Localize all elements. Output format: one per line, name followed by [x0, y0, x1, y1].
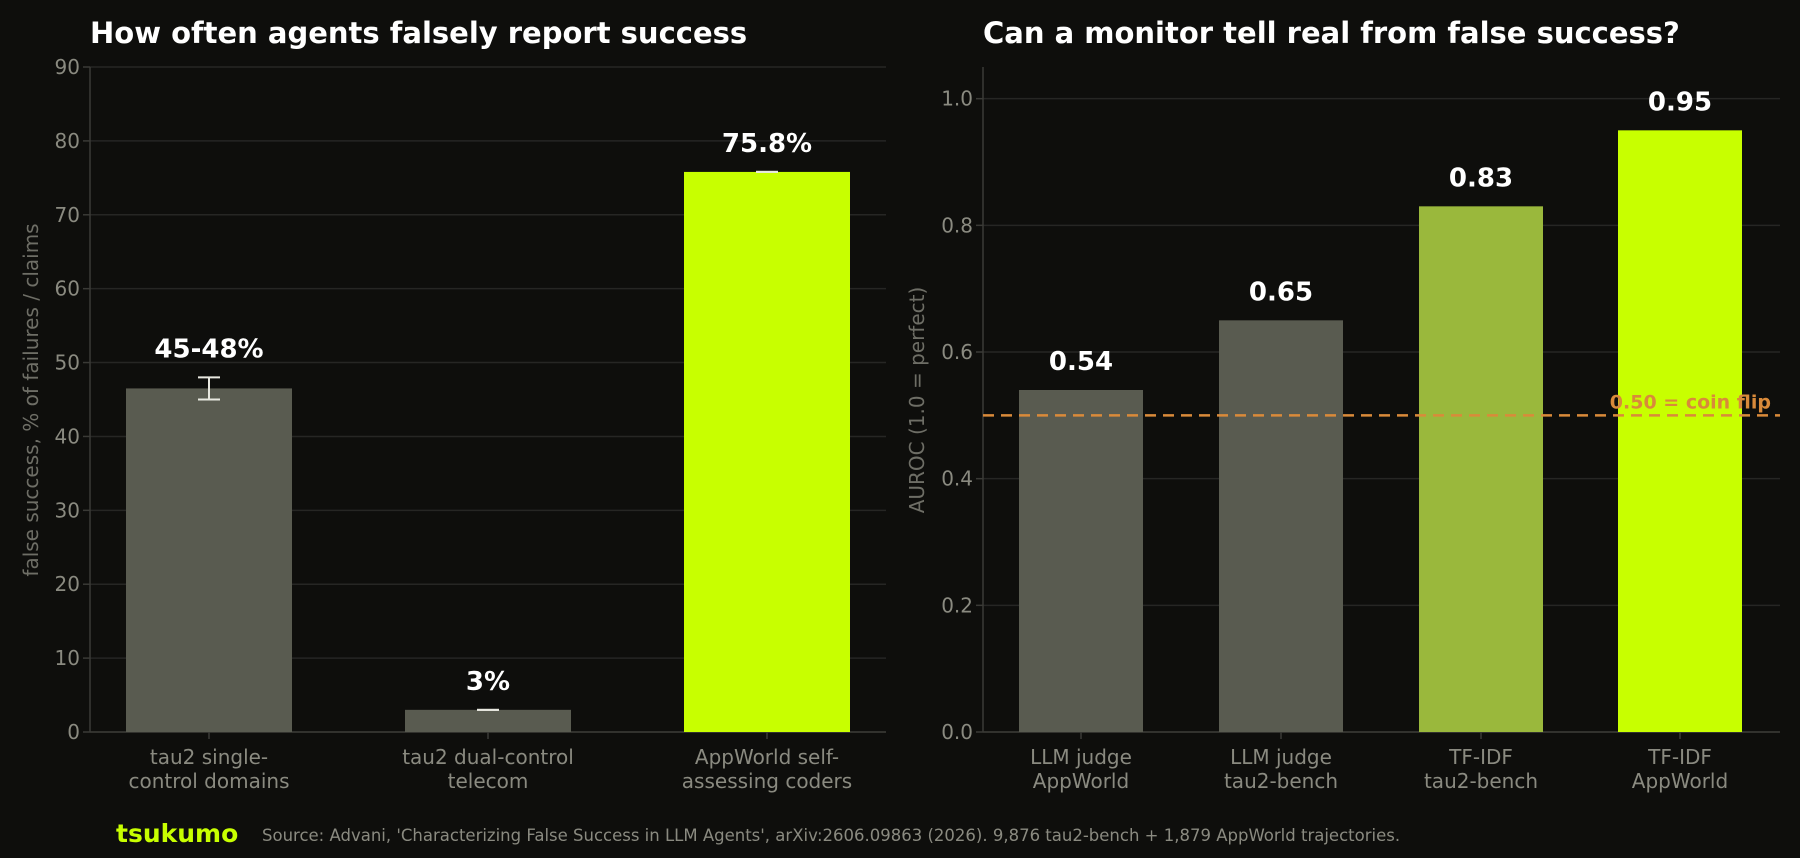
data-label: 75.8%: [722, 129, 812, 159]
x-tick-label: LLM judge: [1030, 745, 1132, 769]
y-axis-label: AUROC (1.0 = perfect): [905, 287, 929, 514]
y-tick-label: 10: [55, 646, 80, 670]
error-bar: [198, 376, 220, 401]
x-tick-label: LLM judge: [1230, 745, 1332, 769]
x-tick-label: TF-IDF: [1647, 745, 1712, 769]
y-axis-label: false success, % of failures / claims: [19, 223, 43, 576]
y-tick-label: 50: [55, 351, 80, 375]
bar: [684, 171, 850, 732]
y-tick-label: 1.0: [941, 87, 973, 111]
false-success-chart: How often agents falsely report success …: [19, 16, 886, 793]
x-tick-label: TF-IDF: [1448, 745, 1513, 769]
x-tick-label: control domains: [128, 769, 289, 793]
bar: [405, 709, 571, 732]
data-label: 0.95: [1648, 87, 1712, 117]
x-tick-label: AppWorld: [1632, 769, 1728, 793]
y-tick-label: 0.2: [941, 593, 973, 617]
data-label: 0.83: [1449, 163, 1513, 193]
source-note: Source: Advani, 'Characterizing False Su…: [262, 826, 1400, 845]
bar: [1618, 130, 1742, 733]
data-label: 45-48%: [154, 334, 263, 364]
brand-logo: tsukumo: [116, 819, 238, 848]
y-tick-label: 60: [55, 277, 80, 301]
data-label: 0.65: [1249, 277, 1313, 307]
x-tick-label: tau2 single-: [150, 745, 268, 769]
chart-title: How often agents falsely report success: [90, 16, 747, 50]
footer: tsukumo Source: Advani, 'Characterizing …: [116, 819, 1400, 848]
y-tick-label: 0.8: [941, 213, 973, 237]
monitor-auroc-chart: Can a monitor tell real from false succe…: [905, 16, 1780, 793]
bar: [1219, 320, 1343, 732]
x-tick-label: tau2 dual-control: [402, 745, 574, 769]
x-tick-label: tau2-bench: [1224, 769, 1338, 793]
data-label: 0.54: [1049, 347, 1113, 377]
bar: [126, 388, 292, 732]
x-tick-label: assessing coders: [682, 769, 852, 793]
x-tick-label: telecom: [448, 769, 529, 793]
y-tick-label: 20: [55, 572, 80, 596]
y-tick-label: 0.4: [941, 467, 973, 491]
y-tick-label: 0: [67, 720, 80, 744]
y-tick-label: 30: [55, 498, 80, 522]
y-tick-label: 0.0: [941, 720, 973, 744]
chart-title: Can a monitor tell real from false succe…: [983, 16, 1680, 50]
x-tick-label: AppWorld self-: [695, 745, 839, 769]
y-tick-label: 0.6: [941, 340, 973, 364]
y-tick-label: 90: [55, 55, 80, 79]
y-tick-label: 70: [55, 203, 80, 227]
x-tick-label: AppWorld: [1033, 769, 1129, 793]
reference-line-label: 0.50 = coin flip: [1610, 391, 1771, 413]
data-label: 3%: [466, 667, 510, 697]
bar: [1019, 390, 1143, 732]
bar: [1419, 206, 1543, 733]
x-tick-label: tau2-bench: [1424, 769, 1538, 793]
y-tick-label: 80: [55, 129, 80, 153]
y-tick-label: 40: [55, 424, 80, 448]
